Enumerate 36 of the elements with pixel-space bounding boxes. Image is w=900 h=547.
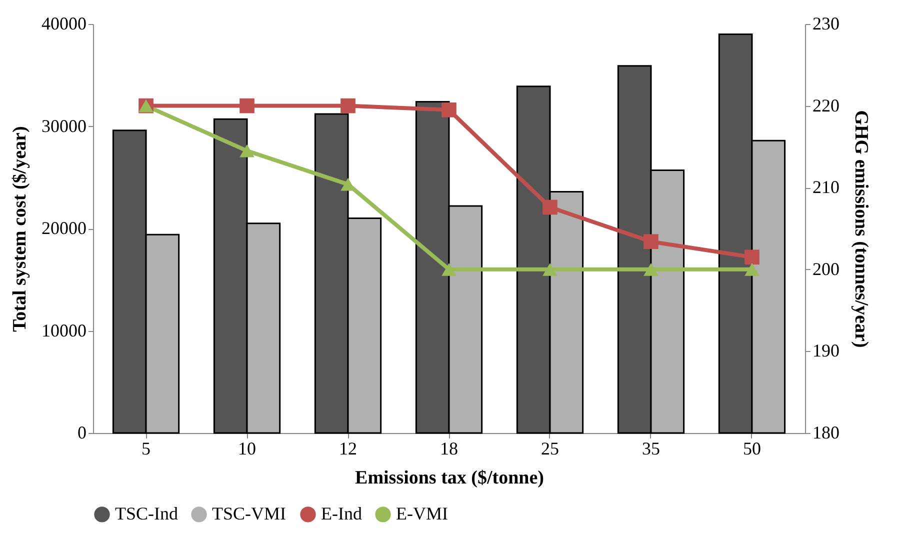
legend-label: E-Ind	[321, 503, 362, 524]
point	[542, 262, 558, 276]
y-tick-label: 0	[78, 422, 86, 442]
y2-tick-label: 220	[812, 95, 840, 116]
point	[340, 98, 356, 114]
x-tick-label: 50	[742, 438, 761, 458]
point	[744, 250, 760, 265]
x-tick-label: 18	[440, 438, 458, 458]
point	[744, 262, 760, 276]
point	[442, 262, 456, 276]
y2-tick-label: 180	[812, 422, 840, 442]
point	[442, 102, 456, 118]
point	[542, 200, 558, 215]
y2-tick-label: 210	[812, 177, 840, 198]
y2-tick-label: 230	[812, 14, 840, 34]
y2-axis-title: GHG emissions (tonnes/year)	[850, 110, 872, 348]
y2-tick-label: 190	[812, 340, 840, 361]
x-tick-label: 25	[540, 438, 559, 458]
point	[644, 262, 658, 276]
point	[240, 144, 254, 158]
point	[240, 98, 254, 114]
legend-label: TSC-Ind	[115, 503, 178, 524]
y-tick-label: 10000	[42, 320, 86, 340]
legend-label: TSC-VMI	[212, 503, 286, 524]
x-axis-title: Emissions tax ($/tonne)	[355, 468, 544, 488]
x-tick-label: 5	[142, 438, 151, 458]
point	[644, 234, 658, 250]
x-tick-label: 12	[339, 438, 358, 458]
y-axis-title: Total system cost ($/year)	[10, 126, 30, 332]
x-tick-label: 10	[238, 438, 256, 458]
y2-tick-label: 200	[812, 258, 840, 279]
y-tick-label: 30000	[42, 116, 86, 136]
y-tick-label: 40000	[42, 14, 86, 34]
x-tick-label: 35	[642, 438, 660, 458]
legend-label: E-VMI	[396, 503, 448, 524]
y-tick-label: 20000	[42, 218, 86, 238]
